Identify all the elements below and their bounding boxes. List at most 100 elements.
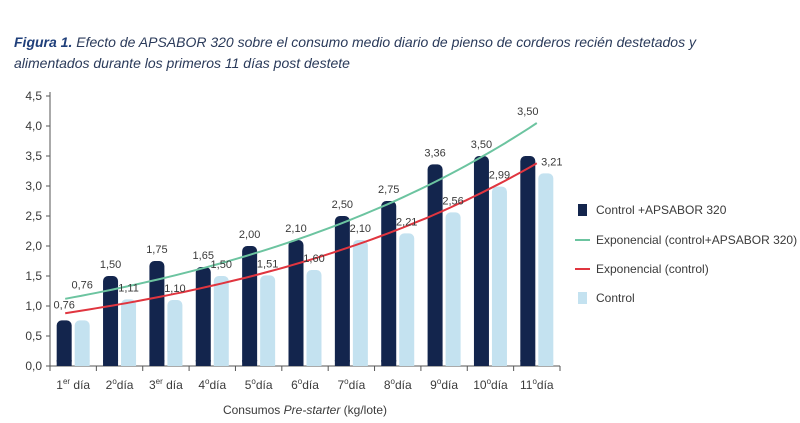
bar-control-base bbox=[538, 360, 554, 366]
x-tick-label: 8odía bbox=[384, 377, 412, 392]
bar-control-base bbox=[213, 360, 229, 366]
bar-control-apsabor-base bbox=[381, 360, 397, 366]
bar-control-base bbox=[260, 360, 276, 366]
bar-control-base bbox=[352, 360, 368, 366]
bar-control bbox=[352, 240, 368, 366]
bar-control-apsabor-base bbox=[195, 360, 211, 366]
figure-caption: Figura 1. Efecto de APSABOR 320 sobre el… bbox=[14, 32, 774, 74]
y-tick-label: 0,0 bbox=[25, 359, 42, 373]
legend-label: Control +APSABOR 320 bbox=[596, 203, 727, 217]
data-label-control-apsabor: 2,75 bbox=[378, 184, 399, 196]
bar-control-base bbox=[74, 360, 90, 366]
y-tick-label: 4,5 bbox=[25, 89, 42, 103]
bar-control-apsabor-base bbox=[56, 360, 72, 366]
x-tick-label: 5odía bbox=[245, 377, 273, 392]
data-label-control: 1,50 bbox=[211, 259, 232, 271]
bar-control-apsabor bbox=[334, 216, 350, 366]
bar-control-apsabor-base bbox=[149, 360, 165, 366]
data-label-control: 1,60 bbox=[303, 253, 324, 265]
bar-control-apsabor-base bbox=[103, 360, 119, 366]
bar-control-apsabor-base bbox=[334, 360, 350, 366]
data-label-control-apsabor: 2,50 bbox=[332, 199, 353, 211]
y-tick-label: 2,0 bbox=[25, 239, 42, 253]
data-label-control-apsabor: 1,65 bbox=[193, 250, 214, 262]
data-label-control-apsabor: 2,00 bbox=[239, 229, 260, 241]
bar-control bbox=[399, 233, 415, 366]
bar-control-apsabor-base bbox=[288, 360, 304, 366]
x-tick-label: 9odía bbox=[430, 377, 458, 392]
x-tick-label: 11odía bbox=[520, 377, 554, 392]
x-tick-label: 6odía bbox=[291, 377, 319, 392]
bar-control-base bbox=[445, 360, 461, 366]
y-tick-label: 1,0 bbox=[25, 299, 42, 313]
x-tick-label: 7odía bbox=[337, 377, 365, 392]
data-label-control-apsabor: 0,76 bbox=[53, 299, 74, 311]
data-label-control: 2,21 bbox=[396, 216, 417, 228]
legend-swatch-control bbox=[578, 292, 587, 304]
bar-control-apsabor bbox=[520, 156, 536, 366]
data-label-control: 2,56 bbox=[442, 195, 463, 207]
data-label-control: 0,76 bbox=[71, 279, 92, 291]
x-tick-label: 4odía bbox=[198, 377, 226, 392]
y-tick-label: 2,5 bbox=[25, 209, 42, 223]
data-label-control-apsabor: 3,36 bbox=[424, 147, 445, 159]
y-tick-label: 3,0 bbox=[25, 179, 42, 193]
legend-label: Control bbox=[596, 291, 635, 305]
bar-control-base bbox=[491, 360, 507, 366]
y-tick-label: 4,0 bbox=[25, 119, 42, 133]
trendline-exp-control bbox=[65, 162, 538, 315]
data-label-control: 2,99 bbox=[489, 170, 510, 182]
data-label-control: 1,51 bbox=[257, 258, 278, 270]
bar-control bbox=[167, 300, 183, 366]
bar-control bbox=[306, 270, 322, 366]
bar-control-apsabor bbox=[195, 267, 211, 366]
x-axis-title: Consumos Pre-starter (kg/lote) bbox=[223, 403, 387, 417]
bar-control bbox=[121, 299, 137, 366]
bar-control-base bbox=[167, 360, 183, 366]
data-label-control: 2,10 bbox=[350, 223, 371, 235]
bar-control-apsabor bbox=[56, 320, 72, 366]
x-tick-label: 2odía bbox=[106, 377, 134, 392]
bar-control bbox=[538, 173, 554, 366]
bar-control-apsabor-base bbox=[427, 360, 443, 366]
x-tick-label: 1er día bbox=[56, 377, 90, 392]
data-label-control-apsabor: 2,10 bbox=[285, 223, 306, 235]
trendline-exp-apsabor bbox=[65, 122, 538, 300]
bar-control bbox=[491, 186, 507, 366]
data-label-control: 1,11 bbox=[118, 282, 139, 294]
bar-control-base bbox=[121, 360, 137, 366]
data-label-control-apsabor: 3,50 bbox=[517, 106, 538, 118]
y-tick-label: 1,5 bbox=[25, 269, 42, 283]
caption-label: Figura 1. bbox=[14, 34, 73, 50]
bar-control-apsabor-base bbox=[473, 360, 489, 366]
bar-control-apsabor bbox=[242, 246, 258, 366]
bar-control bbox=[74, 320, 90, 366]
data-label-control: 1,10 bbox=[164, 283, 185, 295]
bar-control-apsabor bbox=[427, 164, 443, 366]
legend-label: Exponencial (control+APSABOR 320) bbox=[596, 233, 797, 247]
bar-control-apsabor bbox=[381, 201, 397, 366]
legend-label: Exponencial (control) bbox=[596, 262, 709, 276]
bar-control bbox=[213, 276, 229, 366]
data-label-control-apsabor: 1,50 bbox=[100, 259, 121, 271]
legend-swatch-control-apsabor bbox=[578, 204, 587, 216]
bar-control-apsabor-base bbox=[242, 360, 258, 366]
data-label-control: 3,21 bbox=[541, 156, 562, 168]
y-tick-label: 0,5 bbox=[25, 329, 42, 343]
bar-control-apsabor-base bbox=[520, 360, 536, 366]
bar-control-base bbox=[306, 360, 322, 366]
bar-control bbox=[260, 275, 276, 366]
data-label-control-apsabor: 1,75 bbox=[146, 244, 167, 256]
bar-control bbox=[445, 212, 461, 366]
data-label-control-apsabor: 3,50 bbox=[471, 139, 492, 151]
bar-control-apsabor bbox=[149, 261, 165, 366]
bar-control-apsabor bbox=[103, 276, 119, 366]
x-tick-label: 3er día bbox=[149, 377, 183, 392]
bar-control-apsabor bbox=[288, 240, 304, 366]
x-tick-label: 10odía bbox=[473, 377, 508, 392]
bar-control-apsabor bbox=[473, 156, 489, 366]
y-tick-label: 3,5 bbox=[25, 149, 42, 163]
caption-text: Efecto de APSABOR 320 sobre el consumo m… bbox=[14, 34, 696, 71]
